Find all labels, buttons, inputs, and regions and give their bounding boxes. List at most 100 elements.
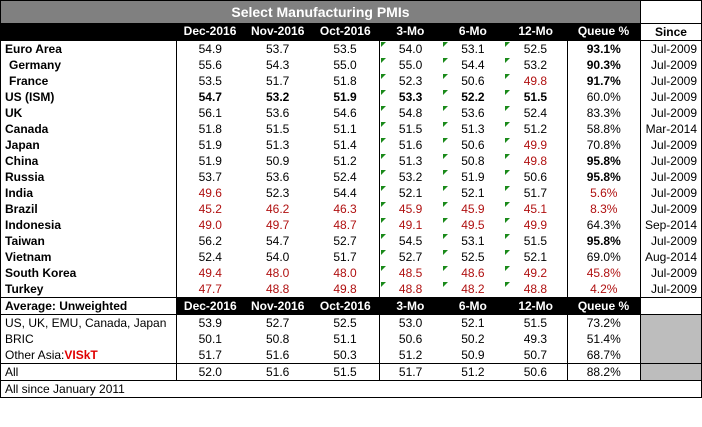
queue-cell: 8.3% [567,200,641,217]
value-cell: 46.2 [266,201,290,216]
table-row: Euro Area 54.9 53.7 53.5 54.0 53.1 52.5 93.1% Ju… [0,40,702,57]
average-value-cell: 50.8 [266,331,290,346]
queue-cell: 95.8% [567,152,641,169]
value-cell: 51.4 [311,136,380,153]
average-row: US, UK, EMU, Canada, Japan 53.9 52.7 52.5 53… [0,314,702,331]
all-value-cell: 50.6 [504,363,568,381]
since-cell: Jul-2009 [639,152,702,169]
average-col-header: 6-Mo [441,297,505,315]
average-row-label: BRIC [0,330,177,347]
value-cell: 54.3 [266,57,290,72]
value-cell: 48.8 [243,280,312,298]
average-value-cell: 51.2 [379,346,442,364]
value-cell: 54.7 [198,89,222,104]
value-cell: 54.9 [198,41,222,56]
value-cell: 54.6 [311,104,380,121]
value-cell: 48.6 [442,265,505,281]
value-cell: 48.8 [504,280,568,298]
average-col-header: Dec-2016 [176,297,244,315]
col-header-12-mo: 12-Mo [504,23,568,41]
table-row: Germany 55.6 54.3 55.0 55.0 54.4 53.2 90.3% Jul-… [0,56,702,73]
queue-cell: 93.1% [567,40,641,57]
value-cell: 52.1 [504,248,568,265]
queue-cell: 83.3% [567,104,641,121]
value-cell: 53.7 [198,169,222,184]
value-cell: 49.6 [198,185,222,200]
average-row-name: US, UK, EMU, Canada, Japan [5,315,167,330]
value-cell: 49.8 [504,152,568,169]
average-value-cell: 50.6 [398,331,423,346]
all-value-cell: 51.7 [379,363,442,381]
value-cell: 52.7 [379,249,442,265]
value-cell: 51.9 [311,88,380,105]
value-cell: 54.4 [442,57,505,73]
value-cell: 45.2 [198,201,222,216]
value-cell: 50.9 [266,153,290,168]
queue-cell: 91.7% [567,72,641,89]
average-row: Other Asia:VISkT 51.7 51.6 50.3 51.2 50.9 50.7… [0,346,702,364]
average-value-cell: 52.5 [311,314,380,331]
value-cell: 53.6 [266,105,290,120]
average-row: BRIC 50.1 50.8 51.1 50.6 50.2 49.3 51.4% [0,330,702,347]
table-row: France 53.5 51.7 51.8 52.3 50.6 49.8 91.7% Jul-2… [0,72,702,89]
country-name: Canada [0,120,177,137]
table-row: South Korea 49.4 48.0 48.0 48.5 48.6 49.2 45.8%… [0,264,702,281]
value-cell: 54.8 [379,105,442,121]
queue-cell: 90.3% [567,56,641,73]
all-value-cell: 51.5 [311,363,380,381]
value-cell: 51.5 [504,88,568,105]
value-cell: 51.5 [504,232,568,249]
average-col-header: Nov-2016 [243,297,312,315]
queue-cell: 45.8% [567,264,641,281]
since-cell: Jul-2009 [639,184,702,201]
country-name: Germany [0,56,177,73]
value-cell: 51.8 [311,72,380,89]
queue-cell: 95.8% [567,232,641,249]
value-cell: 48.0 [266,265,290,280]
value-cell: 53.5 [198,73,222,88]
queue-cell: 69.0% [567,248,641,265]
value-cell: 51.7 [504,184,568,201]
value-cell: 52.4 [198,249,222,264]
value-cell: 53.2 [504,56,568,73]
average-row-label: Other Asia:VISkT [0,346,177,364]
value-cell: 55.0 [311,56,380,73]
average-value-cell: 50.1 [198,331,222,346]
country-name: Euro Area [0,40,177,57]
since-cell: Jul-2009 [639,200,702,217]
country-name: Brazil [0,200,177,217]
country-name: India [0,184,177,201]
value-cell: 53.1 [442,233,505,249]
all-queue-cell: 88.2% [567,363,641,381]
value-cell: 50.8 [442,153,505,169]
average-value-cell: 53.0 [398,315,423,330]
since-cell: Jul-2009 [639,264,702,281]
value-cell: 52.3 [266,185,290,200]
country-name: South Korea [0,264,177,281]
table-row: UK 56.1 53.6 54.6 54.8 53.6 52.4 83.3% Jul-2009 [0,104,702,121]
value-cell: 50.6 [442,73,505,89]
value-cell: 45.1 [504,200,568,217]
value-cell: 51.3 [266,137,290,152]
value-cell: 49.7 [266,217,290,232]
value-cell: 51.7 [266,73,290,88]
all-since-gray [640,363,702,381]
country-name: Russia [0,168,177,185]
value-cell: 51.5 [379,121,442,137]
table-row: Canada 51.8 51.5 51.1 51.5 51.3 51.2 58.8% Mar-2… [0,120,702,137]
value-cell: 51.9 [198,137,222,152]
country-name: UK [0,104,177,121]
value-cell: 52.5 [504,40,568,57]
value-cell: 49.1 [379,217,442,233]
queue-cell: 70.8% [567,136,641,153]
value-cell: 49.0 [198,217,222,232]
average-since-gray [640,314,702,331]
queue-cell: 95.8% [567,168,641,185]
average-value-cell: 50.3 [311,346,380,364]
value-cell: 51.2 [504,120,568,137]
average-col-header: Oct-2016 [311,297,380,315]
value-cell: 49.8 [311,280,380,298]
value-cell: 45.9 [379,201,442,217]
since-cell: Jul-2009 [639,56,702,73]
